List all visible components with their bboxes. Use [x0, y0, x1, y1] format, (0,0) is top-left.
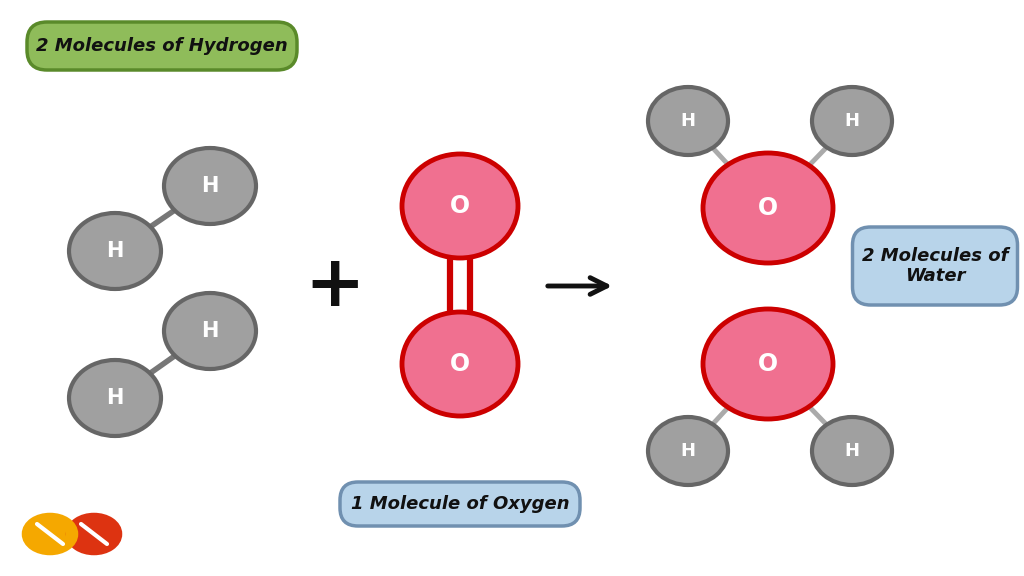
Ellipse shape	[703, 309, 833, 419]
Text: 2 Molecules of Hydrogen: 2 Molecules of Hydrogen	[36, 37, 288, 55]
Text: H: H	[681, 442, 695, 460]
Text: H: H	[845, 112, 859, 130]
Ellipse shape	[703, 153, 833, 263]
Text: 1 Molecule of Oxygen: 1 Molecule of Oxygen	[350, 495, 569, 513]
FancyBboxPatch shape	[27, 22, 297, 70]
Text: O: O	[450, 194, 470, 218]
Text: H: H	[106, 388, 124, 408]
Text: O: O	[758, 196, 778, 220]
Text: 2 Molecules of
Water: 2 Molecules of Water	[862, 247, 1009, 285]
Ellipse shape	[69, 360, 161, 436]
Text: O: O	[450, 352, 470, 376]
Ellipse shape	[812, 87, 892, 155]
Ellipse shape	[648, 417, 728, 485]
Text: O: O	[758, 352, 778, 376]
Ellipse shape	[28, 519, 72, 549]
Ellipse shape	[72, 519, 116, 549]
Ellipse shape	[402, 312, 518, 416]
Ellipse shape	[402, 154, 518, 258]
Text: H: H	[845, 442, 859, 460]
Ellipse shape	[164, 293, 256, 369]
FancyBboxPatch shape	[853, 227, 1018, 305]
Text: +: +	[305, 252, 366, 320]
Ellipse shape	[648, 87, 728, 155]
FancyBboxPatch shape	[340, 482, 580, 526]
Text: H: H	[106, 241, 124, 261]
Ellipse shape	[164, 148, 256, 224]
Text: H: H	[202, 321, 219, 341]
Ellipse shape	[69, 213, 161, 289]
Text: H: H	[202, 176, 219, 196]
Text: H: H	[681, 112, 695, 130]
Ellipse shape	[812, 417, 892, 485]
